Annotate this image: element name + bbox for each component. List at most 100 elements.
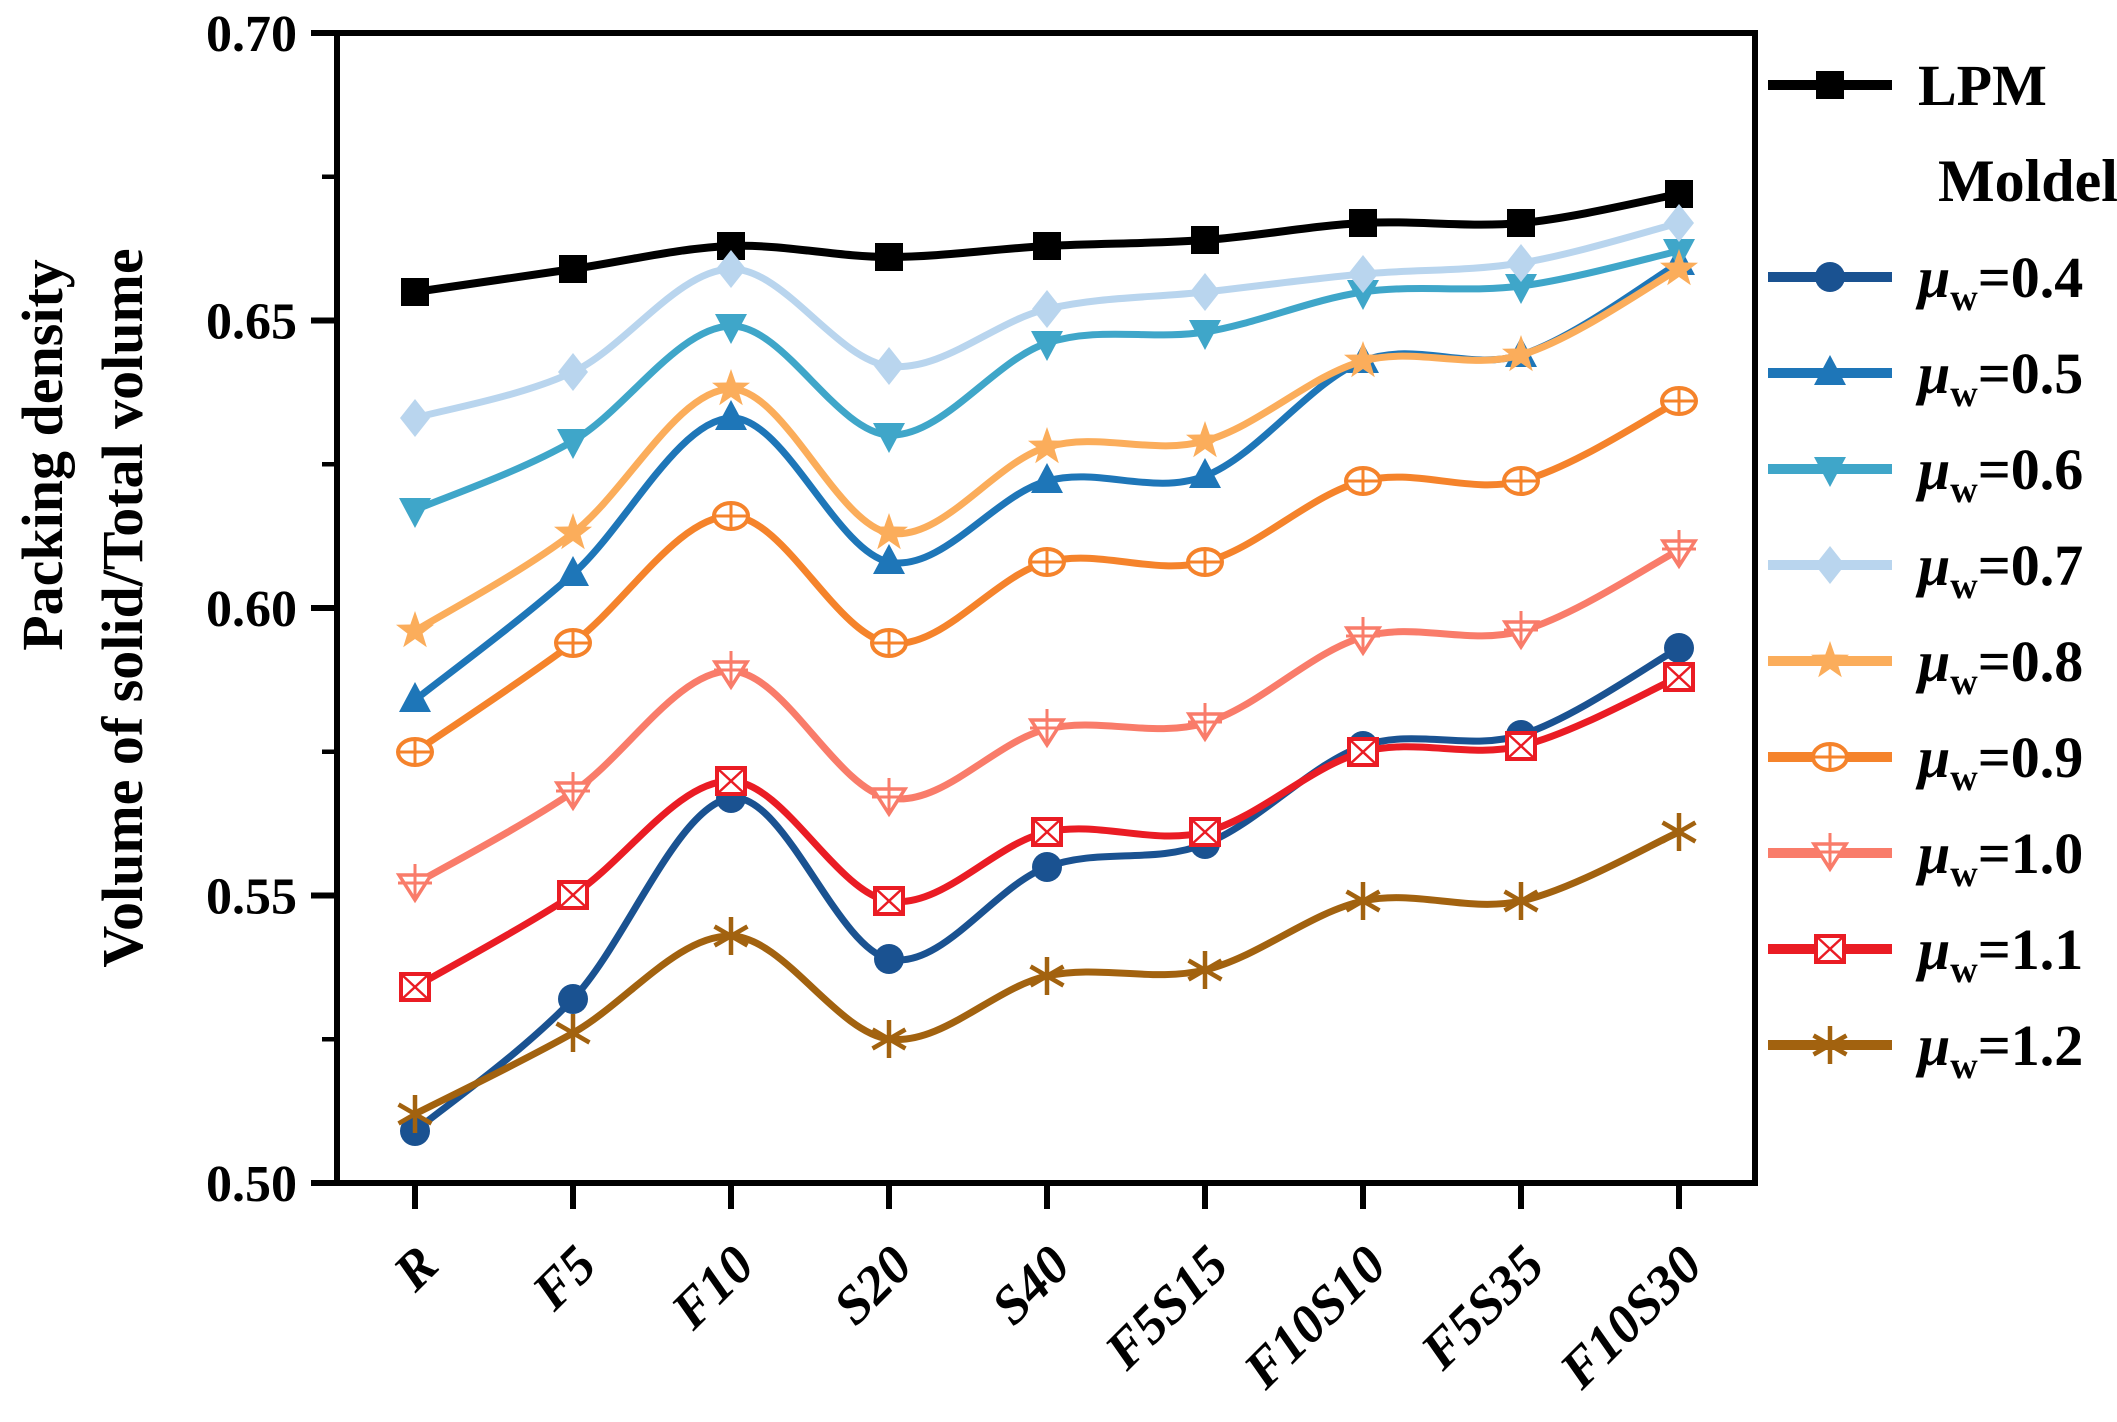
marker-circle xyxy=(1815,262,1845,292)
marker-circle xyxy=(874,944,904,974)
series-line xyxy=(413,546,1681,888)
marker-triangle-down xyxy=(1814,457,1846,487)
marker-triangle-down xyxy=(557,429,589,459)
legend-label: μw=0.8 xyxy=(1915,629,2083,703)
marker-diamond xyxy=(1506,244,1536,282)
marker-diamond xyxy=(1190,273,1220,311)
x-tick-label: F10S30 xyxy=(1547,1234,1713,1400)
x-tick-label: F5S15 xyxy=(1092,1234,1239,1381)
legend-entry: μw=0.6 xyxy=(1768,437,2083,511)
x-tick-label: F10S10 xyxy=(1231,1234,1397,1400)
marker-square xyxy=(559,255,587,283)
series-mu0.6 xyxy=(399,239,1695,528)
series-mu1.1 xyxy=(399,662,1695,1002)
marker-square-diag2 xyxy=(400,973,430,1001)
plot-frame xyxy=(334,30,1758,1186)
marker-square xyxy=(875,243,903,271)
marker-square-diag2 xyxy=(1190,818,1220,846)
series-mu1.0 xyxy=(395,530,1699,904)
series-line xyxy=(413,828,1681,1118)
y-tick-label: 0.60 xyxy=(206,581,297,638)
marker-triangle-down xyxy=(1189,320,1221,350)
y-axis-title-line2: Volume of solid/Total volume xyxy=(90,248,155,967)
marker-asterisk-ray xyxy=(1661,820,1697,844)
marker-asterisk-ray xyxy=(713,924,749,948)
series-line xyxy=(412,644,1681,1134)
marker-square-diag2 xyxy=(1664,663,1694,691)
x-tick-label: R xyxy=(381,1234,450,1303)
marker-square xyxy=(401,278,429,306)
series-line xyxy=(413,265,1681,634)
marker-diamond xyxy=(558,353,588,391)
legend-label: LPM xyxy=(1918,53,2047,118)
x-tick-label: S40 xyxy=(980,1234,1082,1336)
x-tick-label: F5S35 xyxy=(1408,1234,1555,1381)
marker-star xyxy=(1660,249,1698,286)
marker-diamond xyxy=(1348,255,1378,293)
marker-square xyxy=(1507,209,1535,237)
marker-triangle-down xyxy=(1347,280,1379,310)
marker-square xyxy=(1816,71,1844,99)
marker-star xyxy=(1502,335,1540,372)
series-mu0.8 xyxy=(396,249,1698,648)
x-tick-label: S20 xyxy=(822,1234,924,1336)
marker-star xyxy=(1028,427,1066,464)
marker-triangle-up xyxy=(1189,458,1221,488)
series-mu0.9 xyxy=(396,386,1698,767)
marker-asterisk-ray xyxy=(871,1027,907,1051)
series-line xyxy=(413,673,1681,991)
series-line xyxy=(414,219,1680,422)
y-tick-label: 0.55 xyxy=(206,869,297,926)
marker-asterisk-ray xyxy=(397,1102,433,1126)
marker-asterisk-ray xyxy=(1812,1033,1848,1057)
series-mu0.7 xyxy=(400,204,1694,437)
series-line xyxy=(413,397,1681,755)
marker-diamond xyxy=(400,399,430,437)
marker-diamond xyxy=(1664,204,1694,242)
marker-triangle-down xyxy=(873,423,905,453)
marker-diamond xyxy=(716,250,746,288)
y-tick-label: 0.65 xyxy=(206,294,297,351)
y-tick-label: 0.70 xyxy=(206,6,297,63)
legend-entry: μw=0.4 xyxy=(1768,245,2083,319)
marker-diamond xyxy=(1815,546,1845,584)
marker-square xyxy=(1349,209,1377,237)
legend-label: μw=0.6 xyxy=(1915,437,2083,511)
marker-diamond xyxy=(874,347,904,385)
marker-triangle-up xyxy=(873,544,905,574)
marker-diamond xyxy=(1032,290,1062,328)
marker-asterisk-ray xyxy=(1345,889,1381,913)
legend-label: μw=1.1 xyxy=(1915,917,2083,991)
marker-triangle-up xyxy=(399,682,431,712)
y-axis-title-line1: Packing density xyxy=(10,259,75,651)
marker-triangle-down xyxy=(1505,274,1537,304)
legend-label: μw=1.2 xyxy=(1915,1013,2083,1087)
marker-star xyxy=(554,513,592,550)
x-tick-label: F10 xyxy=(659,1234,766,1341)
legend-label: μw=0.4 xyxy=(1915,245,2083,319)
legend-entry: μw=1.1 xyxy=(1768,917,2083,991)
marker-star xyxy=(870,513,908,550)
legend-entry: μw=1.2 xyxy=(1768,1013,2083,1087)
legend-label: μw=0.5 xyxy=(1915,341,2083,415)
legend-entry: μw=0.5 xyxy=(1768,341,2083,415)
y-tick-label: 0.50 xyxy=(206,1156,297,1213)
legend-header: Moldel xyxy=(1938,148,2117,214)
legend-label: μw=0.9 xyxy=(1915,725,2083,799)
marker-square-diag2 xyxy=(874,887,904,915)
marker-asterisk-ray xyxy=(1029,964,1065,988)
marker-square-diag2 xyxy=(1348,738,1378,766)
marker-square-diag2 xyxy=(1815,935,1845,963)
marker-square xyxy=(1665,180,1693,208)
marker-square xyxy=(1033,232,1061,260)
series-line xyxy=(413,247,1680,514)
legend-label: μw=0.7 xyxy=(1915,533,2083,607)
marker-triangle-up xyxy=(1814,355,1846,385)
legend-entry: μw=0.7 xyxy=(1768,533,2083,607)
marker-triangle-down xyxy=(1031,331,1063,361)
marker-square-diag2 xyxy=(1032,818,1062,846)
marker-triangle-up xyxy=(715,400,747,430)
marker-star xyxy=(1186,421,1224,458)
